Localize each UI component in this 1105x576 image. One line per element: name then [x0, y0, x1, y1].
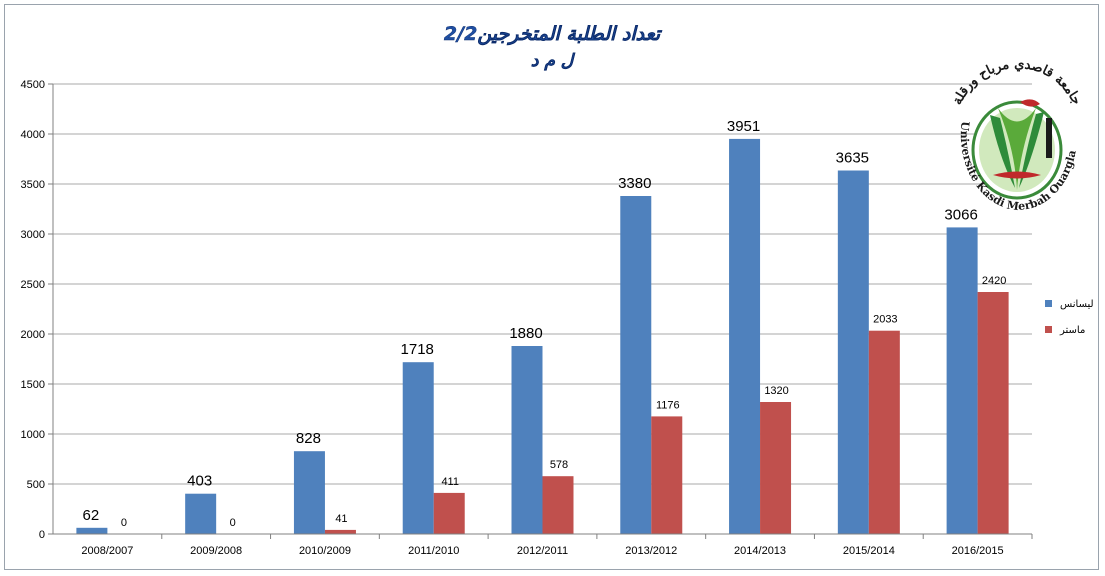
bar-licence [402, 362, 434, 534]
legend: ليسانس ماستر [1045, 299, 1094, 336]
y-tick-label: 4500 [21, 79, 45, 91]
data-label-master: 1320 [764, 385, 788, 397]
university-logo: جامعة قاصدي مرباح ورقلة Université Kasdi… [950, 57, 1084, 213]
y-tick-label: 0 [39, 529, 45, 541]
x-tick-label: 2009/2008 [190, 545, 242, 557]
chart-subtitle: ل م د [531, 51, 576, 71]
data-label-master: 578 [550, 459, 568, 471]
bars [76, 138, 1009, 534]
x-tick-label: 2013/2012 [625, 545, 677, 557]
x-axis: 2008/2007 2009/2008 2010/2009 2011/2010 2012… [53, 533, 1033, 557]
x-tick-label: 2015/2014 [843, 545, 895, 557]
bar-master [760, 402, 792, 534]
legend-swatch [1045, 300, 1052, 307]
logo-arabic-text: جامعة قاصدي مرباح ورقلة [950, 57, 1084, 107]
bar-master [542, 476, 574, 534]
data-label-licence: 3635 [836, 150, 869, 167]
bar-master [651, 416, 683, 534]
y-axis: 0 500 1000 1500 2000 2500 3000 3500 4000 4500 [21, 79, 54, 541]
bar-licence [76, 527, 108, 534]
y-tick-label: 4000 [21, 129, 45, 141]
bar-master [433, 492, 465, 534]
x-tick-label: 2016/2015 [952, 545, 1004, 557]
data-label-master: 41 [335, 513, 347, 525]
y-tick-label: 1000 [21, 429, 45, 441]
bar-master [977, 292, 1009, 534]
data-label-licence: 1718 [401, 341, 434, 358]
x-tick-label: 2011/2010 [408, 545, 459, 557]
bar-licence [185, 493, 217, 534]
chart-title: 2/2تعداد الطلبة المتخرجين [444, 23, 663, 45]
data-label-licence: 62 [83, 507, 100, 524]
data-labels: 62 0 403 0 828 41 1718 411 1880 578 3380 1176 3951 13… [83, 118, 1007, 529]
x-tick-label: 2014/2013 [734, 545, 786, 557]
y-tick-label: 3500 [21, 179, 45, 191]
y-tick-label: 500 [27, 479, 45, 491]
y-tick-label: 2500 [21, 279, 45, 291]
y-tick-label: 1500 [21, 379, 45, 391]
data-label-master: 2033 [873, 314, 897, 326]
bar-licence [837, 170, 869, 534]
data-label-licence: 403 [187, 473, 212, 490]
data-label-licence: 3380 [618, 175, 651, 192]
data-label-master: 2420 [982, 275, 1006, 287]
chart-frame [4, 4, 1099, 570]
bar-licence [511, 346, 543, 534]
bar-licence [946, 227, 978, 534]
data-label-master: 1176 [656, 399, 680, 411]
bar-licence [293, 451, 325, 534]
y-tick-label: 3000 [21, 229, 45, 241]
data-label-master: 411 [441, 476, 459, 488]
x-tick-label: 2010/2009 [299, 545, 351, 557]
x-tick-label: 2012/2011 [517, 545, 568, 557]
bar-master [324, 529, 356, 534]
legend-entry: ماستر [1059, 325, 1085, 336]
data-label-licence: 1880 [509, 325, 542, 342]
legend-swatch [1045, 326, 1052, 333]
data-label-licence: 3066 [944, 206, 977, 223]
legend-entry: ليسانس [1060, 299, 1094, 310]
x-tick-label: 2008/2007 [81, 545, 133, 557]
data-label-licence: 3951 [727, 118, 760, 135]
bar-licence [620, 196, 652, 534]
data-label-licence: 828 [296, 430, 321, 447]
bar-licence [729, 138, 761, 534]
y-tick-label: 2000 [21, 329, 45, 341]
data-label-master: 0 [121, 517, 127, 529]
data-label-master: 0 [230, 517, 236, 529]
bar-master [868, 330, 900, 534]
